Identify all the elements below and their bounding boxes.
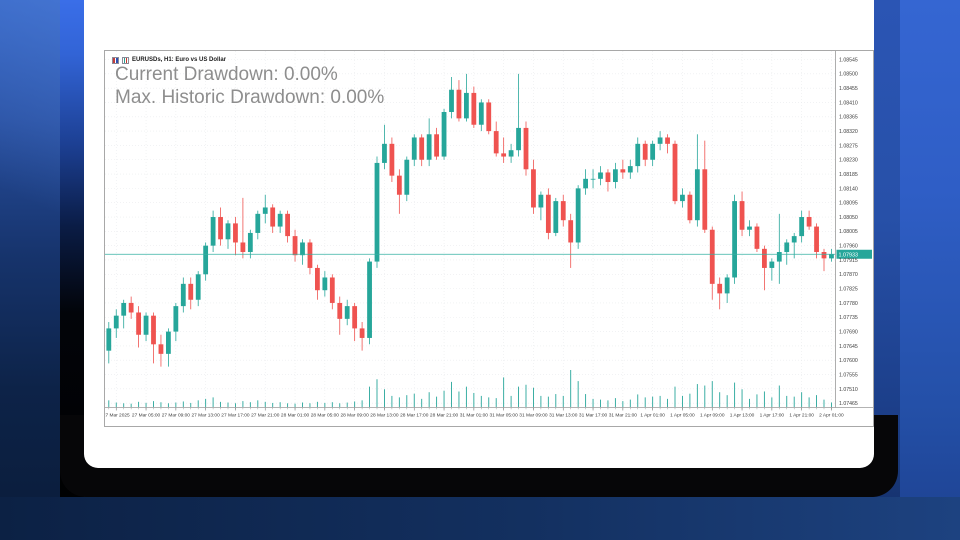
svg-text:1 Apr 17:00: 1 Apr 17:00 [760,413,785,419]
svg-text:1.08185: 1.08185 [839,172,858,178]
time-axis-labels: 27 Mar 2025 27 Mar 05:00 27 Mar 09:00 27 Ma… [105,407,844,419]
screenshot-card: 1.07933 1.08545 1.08500 1.08455 1.08410 1.083… [84,0,874,468]
svg-text:1.07555: 1.07555 [839,372,858,378]
svg-text:31 Mar 21:00: 31 Mar 21:00 [609,413,638,419]
svg-text:1.08005: 1.08005 [839,229,858,235]
symbol-icon [112,56,119,64]
chart-title: EURUSDs, H1: Euro vs US Dollar [132,57,227,63]
svg-text:1.08365: 1.08365 [839,115,858,121]
price-axis-labels: 1.08545 1.08500 1.08455 1.08410 1.08365 1.083… [839,57,858,407]
drawdown-overlay: Current Drawdown: 0.00% Max. Historic Dr… [115,63,384,109]
svg-text:1.08500: 1.08500 [839,72,858,78]
svg-text:28 Mar 21:00: 28 Mar 21:00 [430,413,459,419]
svg-text:28 Mar 09:00: 28 Mar 09:00 [341,413,370,419]
svg-text:31 Mar 09:00: 31 Mar 09:00 [519,413,548,419]
svg-text:31 Mar 05:00: 31 Mar 05:00 [490,413,519,419]
svg-text:1.07735: 1.07735 [839,315,858,321]
candlestick-chart[interactable]: 1.07933 1.08545 1.08500 1.08455 1.08410 1.083… [105,51,873,426]
backdrop-bottom-strip [0,497,960,540]
svg-text:1.07870: 1.07870 [839,272,858,278]
svg-text:1.07780: 1.07780 [839,301,858,307]
current-price-badge: 1.07933 [836,249,872,259]
svg-text:1.08230: 1.08230 [839,158,858,164]
svg-text:31 Mar 01:00: 31 Mar 01:00 [460,413,489,419]
svg-text:1.08455: 1.08455 [839,86,858,92]
svg-text:2 Apr 01:00: 2 Apr 01:00 [819,413,844,419]
backdrop-left-gradient [0,0,60,540]
svg-text:27 Mar 21:00: 27 Mar 21:00 [251,413,280,419]
candles-layer [106,73,834,367]
svg-text:1.07465: 1.07465 [839,401,858,407]
grid-layer [105,51,835,408]
current-drawdown-label: Current Drawdown: 0.00% [115,64,338,85]
svg-text:27 Mar 09:00: 27 Mar 09:00 [162,413,191,419]
svg-text:31 Mar 17:00: 31 Mar 17:00 [579,413,608,419]
svg-text:27 Mar 2025: 27 Mar 2025 [105,413,130,419]
svg-text:1.08275: 1.08275 [839,143,858,149]
svg-text:1.07645: 1.07645 [839,344,858,350]
volume-layer [108,370,832,407]
svg-text:1.07825: 1.07825 [839,287,858,293]
svg-text:1 Apr 13:00: 1 Apr 13:00 [730,413,755,419]
svg-text:1.07600: 1.07600 [839,358,858,364]
svg-text:27 Mar 13:00: 27 Mar 13:00 [192,413,221,419]
svg-text:27 Mar 17:00: 27 Mar 17:00 [221,413,250,419]
svg-text:1.07915: 1.07915 [839,258,858,264]
svg-text:1 Apr 21:00: 1 Apr 21:00 [789,413,814,419]
svg-text:28 Mar 17:00: 28 Mar 17:00 [400,413,429,419]
svg-text:1.08050: 1.08050 [839,215,858,221]
chart-titlebar: EURUSDs, H1: Euro vs US Dollar [112,56,226,64]
svg-text:28 Mar 13:00: 28 Mar 13:00 [370,413,399,419]
svg-text:1.07960: 1.07960 [839,244,858,250]
svg-text:31 Mar 13:00: 31 Mar 13:00 [549,413,578,419]
svg-text:1 Apr 01:00: 1 Apr 01:00 [640,413,665,419]
svg-text:1.07510: 1.07510 [839,387,858,393]
mt5-chart-window[interactable]: 1.07933 1.08545 1.08500 1.08455 1.08410 1.083… [104,50,874,427]
svg-text:1.08140: 1.08140 [839,186,858,192]
svg-text:1 Apr 09:00: 1 Apr 09:00 [700,413,725,419]
svg-text:28 Mar 01:00: 28 Mar 01:00 [281,413,310,419]
chart-icon [122,56,129,64]
max-drawdown-label: Max. Historic Drawdown: 0.00% [115,87,385,108]
svg-text:1.08320: 1.08320 [839,129,858,135]
svg-text:1 Apr 05:00: 1 Apr 05:00 [670,413,695,419]
svg-text:1.08545: 1.08545 [839,57,858,63]
backdrop-right-outer-gradient [900,0,960,540]
svg-text:28 Mar 05:00: 28 Mar 05:00 [311,413,340,419]
svg-text:1.08410: 1.08410 [839,100,858,106]
svg-text:27 Mar 05:00: 27 Mar 05:00 [132,413,161,419]
svg-text:1.07933: 1.07933 [839,252,859,258]
svg-text:1.07690: 1.07690 [839,329,858,335]
svg-text:1.08095: 1.08095 [839,201,858,207]
